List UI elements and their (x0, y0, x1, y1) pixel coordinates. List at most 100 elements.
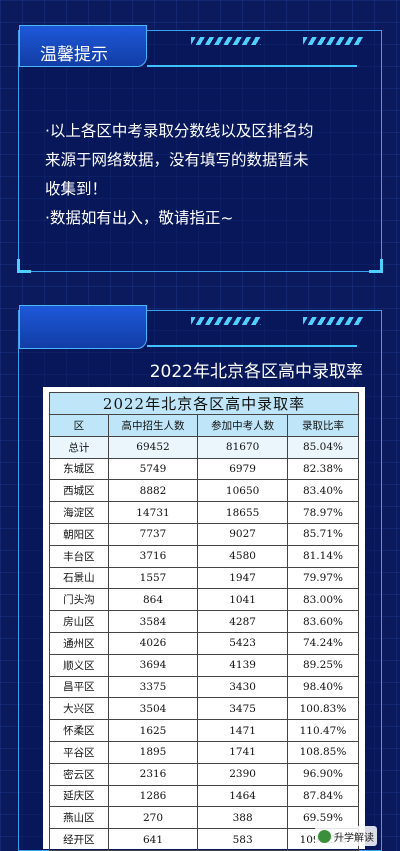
corner-decoration (369, 259, 383, 273)
table-cell: 1557 (107, 566, 199, 590)
table-cell: 14731 (107, 501, 199, 524)
table-row: 房山区 3584 4287 83.60% (49, 610, 360, 633)
section-heading: 2022年北京各区高中录取率 (149, 362, 363, 382)
table-cell: 东城区 (49, 457, 109, 481)
divider-line (147, 65, 357, 67)
notice-tab: 温馨提示 (19, 25, 147, 67)
table-cell: 10650 (197, 479, 288, 503)
table-cell: 通州区 (49, 631, 109, 655)
table-cell: 79.97% (286, 566, 360, 590)
table-cell: 石景山 (49, 566, 109, 590)
table-cell: 2316 (107, 762, 199, 786)
notice-card: 温馨提示 ·以上各区中考录取分数线以及区排名均 来源于网络数据，没有填写的数据暂… (17, 25, 383, 273)
table-cell: 85.71% (286, 522, 360, 546)
table-cell: 388 (197, 806, 288, 830)
table-cell: 5423 (197, 631, 288, 655)
table-cell: 密云区 (49, 762, 109, 786)
table-cell: 3584 (107, 610, 199, 633)
table-row: 总计 69452 81670 85.04% (49, 435, 360, 459)
table-row: 通州区 4026 5423 74.24% (49, 631, 360, 655)
table-row: 朝阳区 7737 9027 85.71% (49, 522, 360, 546)
table-row: 顺义区 3694 4139 89.25% (49, 653, 360, 677)
table-cell: 海淀区 (49, 501, 109, 524)
corner-decoration (17, 259, 31, 273)
table-cell: 9027 (197, 522, 288, 546)
admission-table-image: 2022年北京各区高中录取率 区高中招生人数 参加中考人数 录取比率 总计 69452… (43, 387, 365, 851)
table-cell: 1625 (107, 719, 199, 742)
table-cell: 83.00% (286, 588, 360, 612)
table-cell: 8882 (107, 479, 199, 503)
wechat-icon (318, 829, 331, 843)
table-cell: 7737 (107, 522, 199, 546)
table-cell: 4139 (197, 653, 288, 677)
notice-body: ·以上各区中考录取分数线以及区排名均 来源于网络数据，没有填写的数据暂未 收集到… (45, 117, 365, 233)
table-title: 2022年北京各区高中录取率 (49, 392, 359, 415)
table-cell: 96.90% (286, 762, 360, 786)
notice-line: ·以上各区中考录取分数线以及区排名均 (45, 122, 314, 140)
notice-line: ·数据如有出入，敬请指正~ (45, 209, 234, 227)
table-cell: 4287 (197, 610, 288, 633)
table-cell: 1286 (107, 784, 199, 808)
table-cell: 顺义区 (49, 653, 109, 677)
table-header-cell: 高中招生人数 (107, 414, 199, 437)
admission-table: 2022年北京各区高中录取率 区高中招生人数 参加中考人数 录取比率 总计 69452… (49, 392, 360, 851)
table-row: 平谷区 1895 1741 108.85% (49, 740, 360, 764)
table-cell: 69452 (107, 435, 199, 459)
table-cell: 3716 (107, 544, 199, 568)
table-cell: 3694 (107, 653, 199, 677)
table-cell: 4026 (107, 631, 199, 655)
table-cell: 110.47% (286, 719, 360, 742)
admission-section: 2022年北京各区高中录取率 2022年北京各区高中录取率 区高中招生人数 参加中… (18, 305, 382, 851)
table-cell: 3475 (197, 697, 288, 721)
table-cell: 房山区 (49, 610, 109, 633)
table-cell: 3430 (197, 675, 288, 699)
table-cell: 83.60% (286, 610, 360, 633)
table-cell: 昌平区 (49, 675, 109, 699)
table-cell: 经开区 (49, 828, 109, 851)
table-cell: 78.97% (286, 501, 360, 524)
table-row: 海淀区 14731 18655 78.97% (49, 501, 360, 524)
table-cell: 3375 (107, 675, 199, 699)
table-cell: 81670 (197, 435, 288, 459)
table-row: 经开区641583109.95% (49, 828, 360, 851)
table-header-cell: 参加中考人数 (197, 414, 288, 437)
table-cell: 270 (107, 806, 199, 830)
table-cell: 74.24% (286, 631, 360, 655)
table-cell: 641 (107, 828, 199, 851)
table-row: 门头沟 864 1041 83.00% (49, 588, 360, 612)
table-cell: 西城区 (49, 479, 109, 503)
divider-line (147, 345, 357, 347)
notice-title: 温馨提示 (40, 45, 108, 65)
table-header-cell: 录取比率 (286, 414, 360, 437)
table-cell: 82.38% (286, 457, 360, 481)
table-cell: 平谷区 (49, 740, 109, 764)
table-cell: 丰台区 (49, 544, 109, 568)
stripe-decoration (303, 37, 363, 45)
table-cell: 1947 (197, 566, 288, 590)
table-cell: 89.25% (286, 653, 360, 677)
table-header-cell: 区 (49, 414, 109, 437)
table-row: 石景山 1557 1947 79.97% (49, 566, 360, 590)
table-row: 西城区 8882 10650 83.40% (49, 479, 360, 503)
watermark: 升学解读 (315, 826, 377, 846)
table-cell: 大兴区 (49, 697, 109, 721)
stripe-decoration (191, 37, 261, 45)
section-tab (19, 305, 147, 349)
table-cell: 5749 (107, 457, 199, 481)
table-cell: 98.40% (286, 675, 360, 699)
stripe-decoration (191, 317, 261, 325)
table-cell: 108.85% (286, 740, 360, 764)
table-row: 延庆区 1286 1464 87.84% (49, 784, 360, 808)
table-cell: 门头沟 (49, 588, 109, 612)
notice-line: 收集到！ (45, 180, 108, 198)
table-cell: 1895 (107, 740, 199, 764)
table-cell: 83.40% (286, 479, 360, 503)
notice-line: 来源于网络数据，没有填写的数据暂未 (45, 151, 309, 169)
table-cell: 6979 (197, 457, 288, 481)
stripe-decoration (303, 317, 363, 325)
table-cell: 85.04% (286, 435, 360, 459)
table-row: 昌平区 3375 3430 98.40% (49, 675, 360, 699)
watermark-text: 升学解读 (334, 832, 374, 844)
table-cell: 100.83% (286, 697, 360, 721)
table-cell: 总计 (49, 435, 109, 459)
